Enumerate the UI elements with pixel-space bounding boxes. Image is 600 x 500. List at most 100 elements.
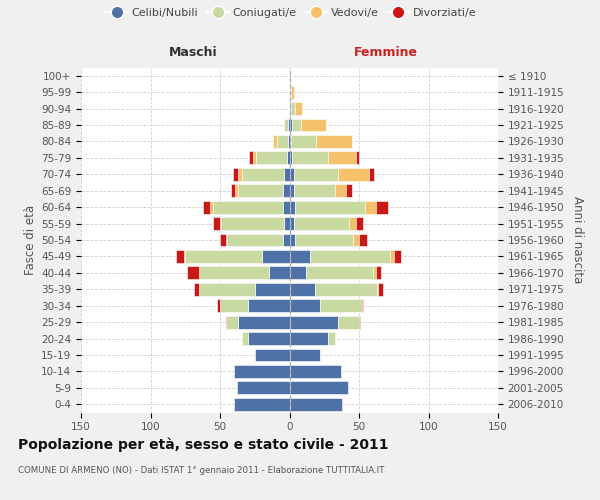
Bar <box>284 217 290 230</box>
Bar <box>273 135 277 148</box>
Bar <box>220 234 226 246</box>
Bar <box>316 135 352 148</box>
Bar <box>184 250 185 263</box>
Bar <box>233 168 238 180</box>
Bar <box>185 250 262 263</box>
Bar <box>292 152 328 164</box>
Bar <box>301 118 326 132</box>
Bar <box>238 184 283 197</box>
Bar <box>236 382 290 394</box>
Bar <box>290 365 341 378</box>
Bar <box>194 283 199 296</box>
Bar <box>290 152 292 164</box>
Bar <box>291 135 316 148</box>
Bar <box>290 300 320 312</box>
Bar <box>290 316 338 328</box>
Bar <box>269 266 290 280</box>
Bar <box>234 365 290 378</box>
Bar <box>295 200 365 213</box>
Bar <box>277 135 288 148</box>
Bar <box>295 234 353 246</box>
Bar <box>295 102 302 115</box>
Bar <box>373 266 376 280</box>
Bar <box>221 217 284 230</box>
Bar <box>242 168 284 180</box>
Bar <box>292 118 301 132</box>
Bar <box>290 118 292 132</box>
Bar <box>262 250 290 263</box>
Bar <box>290 250 310 263</box>
Bar <box>353 234 359 246</box>
Bar <box>356 217 363 230</box>
Bar <box>242 332 248 345</box>
Bar <box>213 200 283 213</box>
Bar <box>335 184 346 197</box>
Bar <box>290 200 295 213</box>
Bar <box>217 300 220 312</box>
Bar <box>349 217 356 230</box>
Bar <box>255 283 290 296</box>
Bar <box>255 348 290 362</box>
Bar <box>290 398 343 410</box>
Bar <box>293 168 338 180</box>
Text: Popolazione per età, sesso e stato civile - 2011: Popolazione per età, sesso e stato civil… <box>18 438 389 452</box>
Bar <box>290 283 314 296</box>
Bar <box>220 217 221 230</box>
Bar <box>248 332 290 345</box>
Text: COMUNE DI ARMENO (NO) - Dati ISTAT 1° gennaio 2011 - Elaborazione TUTTITALIA.IT: COMUNE DI ARMENO (NO) - Dati ISTAT 1° ge… <box>18 466 385 475</box>
Text: Maschi: Maschi <box>169 46 218 59</box>
Bar <box>306 266 373 280</box>
Bar <box>187 266 199 280</box>
Bar <box>290 135 291 148</box>
Legend: Celibi/Nubili, Coniugati/e, Vedovi/e, Divorziati/e: Celibi/Nubili, Coniugati/e, Vedovi/e, Di… <box>101 3 481 22</box>
Bar <box>389 250 394 263</box>
Bar <box>284 118 288 132</box>
Bar <box>290 102 291 115</box>
Bar <box>238 316 290 328</box>
Bar <box>369 168 374 180</box>
Bar <box>379 283 383 296</box>
Bar <box>203 200 210 213</box>
Bar <box>314 283 377 296</box>
Bar <box>256 152 287 164</box>
Bar <box>238 168 242 180</box>
Bar <box>287 152 290 164</box>
Bar <box>283 234 290 246</box>
Bar <box>359 316 361 328</box>
Bar <box>234 398 290 410</box>
Bar <box>328 152 356 164</box>
Bar <box>394 250 401 263</box>
Y-axis label: Anni di nascita: Anni di nascita <box>571 196 584 284</box>
Bar <box>320 348 322 362</box>
Bar <box>227 234 283 246</box>
Bar <box>210 200 213 213</box>
Bar <box>253 152 256 164</box>
Bar <box>226 316 227 328</box>
Bar <box>376 200 388 213</box>
Bar <box>290 332 328 345</box>
Bar <box>213 217 220 230</box>
Bar <box>293 184 335 197</box>
Bar <box>199 266 269 280</box>
Bar <box>346 184 352 197</box>
Bar <box>291 86 293 98</box>
Bar <box>377 283 379 296</box>
Bar <box>293 217 349 230</box>
Bar <box>288 118 290 132</box>
Bar <box>227 316 238 328</box>
Bar <box>283 200 290 213</box>
Bar <box>290 86 291 98</box>
Bar <box>231 184 235 197</box>
Bar <box>290 266 306 280</box>
Bar <box>290 234 295 246</box>
Bar <box>328 332 335 345</box>
Bar <box>220 300 248 312</box>
Bar <box>176 250 184 263</box>
Bar <box>248 300 290 312</box>
Bar <box>310 250 389 263</box>
Bar <box>291 102 295 115</box>
Bar <box>290 217 293 230</box>
Bar <box>359 234 367 246</box>
Bar <box>288 135 290 148</box>
Bar <box>290 184 293 197</box>
